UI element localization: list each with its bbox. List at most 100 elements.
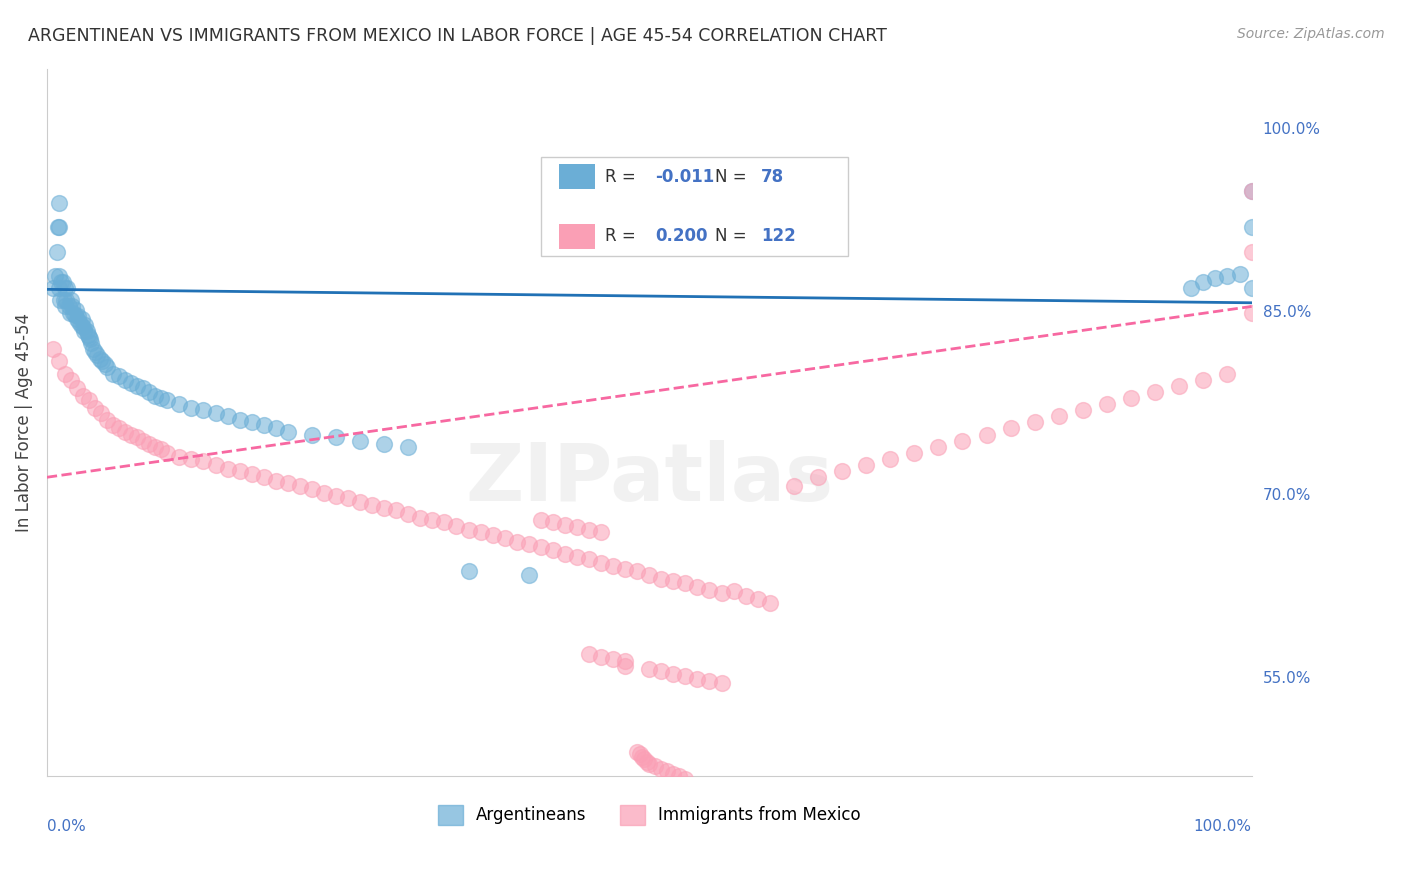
- Point: [758, 596, 780, 610]
- Legend: Argentineans, Immigrants from Mexico: Argentineans, Immigrants from Mexico: [432, 797, 868, 831]
- Text: 122: 122: [761, 227, 796, 245]
- Point: [288, 479, 311, 493]
- Point: [169, 450, 191, 464]
- Point: [193, 403, 215, 417]
- Point: [42, 342, 65, 356]
- Point: [662, 666, 685, 681]
- FancyBboxPatch shape: [541, 157, 848, 256]
- Point: [396, 507, 419, 521]
- Point: [53, 281, 76, 295]
- Point: [67, 309, 90, 323]
- Point: [1168, 378, 1191, 392]
- Point: [422, 513, 444, 527]
- Point: [638, 567, 661, 582]
- Point: [91, 354, 114, 368]
- Point: [48, 195, 70, 210]
- Point: [96, 413, 118, 427]
- Point: [204, 406, 226, 420]
- Point: [217, 461, 239, 475]
- Point: [952, 434, 974, 448]
- Point: [927, 440, 949, 454]
- Point: [554, 547, 576, 561]
- Point: [264, 474, 287, 488]
- Point: [673, 576, 696, 591]
- Point: [1180, 281, 1202, 295]
- Point: [82, 342, 104, 356]
- Point: [723, 583, 745, 598]
- Point: [385, 503, 408, 517]
- Point: [626, 564, 648, 578]
- Point: [554, 517, 576, 532]
- Point: [66, 311, 89, 326]
- Point: [589, 525, 612, 540]
- Point: [42, 281, 65, 295]
- Text: ZIPatlas: ZIPatlas: [465, 440, 834, 518]
- Point: [156, 446, 179, 460]
- Text: 70.0%: 70.0%: [1263, 488, 1310, 503]
- Point: [1000, 421, 1022, 435]
- Point: [89, 351, 111, 366]
- Point: [325, 430, 347, 444]
- Point: [589, 556, 612, 570]
- Point: [228, 464, 250, 478]
- Point: [48, 281, 70, 295]
- Point: [668, 769, 690, 783]
- Text: 85.0%: 85.0%: [1263, 305, 1310, 320]
- Point: [127, 378, 149, 392]
- Point: [253, 470, 276, 484]
- Point: [48, 354, 70, 368]
- Point: [77, 393, 100, 408]
- Point: [457, 523, 479, 537]
- Point: [84, 344, 107, 359]
- Point: [120, 376, 142, 391]
- Point: [52, 293, 75, 308]
- Point: [614, 655, 637, 669]
- Point: [79, 332, 101, 346]
- Point: [264, 421, 287, 435]
- Point: [240, 467, 263, 481]
- Point: [108, 369, 131, 384]
- Point: [903, 446, 925, 460]
- Point: [1192, 373, 1215, 387]
- Point: [73, 324, 96, 338]
- Point: [506, 535, 529, 549]
- Point: [565, 549, 588, 564]
- Point: [530, 513, 553, 527]
- Point: [517, 537, 540, 551]
- Point: [1024, 415, 1046, 429]
- Text: N =: N =: [716, 227, 752, 245]
- Text: ARGENTINEAN VS IMMIGRANTS FROM MEXICO IN LABOR FORCE | AGE 45-54 CORRELATION CHA: ARGENTINEAN VS IMMIGRANTS FROM MEXICO IN…: [28, 27, 887, 45]
- Point: [228, 413, 250, 427]
- Point: [446, 519, 468, 533]
- Point: [1144, 384, 1167, 399]
- Point: [301, 427, 323, 442]
- Point: [614, 562, 637, 576]
- Point: [494, 531, 516, 545]
- Point: [169, 397, 191, 411]
- Point: [433, 516, 456, 530]
- Point: [1240, 184, 1263, 198]
- Point: [747, 592, 769, 607]
- Point: [46, 220, 69, 235]
- Point: [831, 464, 853, 478]
- Point: [60, 300, 83, 314]
- Point: [373, 500, 395, 515]
- Text: 0.0%: 0.0%: [46, 819, 86, 834]
- Point: [56, 281, 79, 295]
- Point: [650, 572, 672, 586]
- Point: [1119, 391, 1142, 405]
- Point: [1240, 281, 1263, 295]
- Text: 0.200: 0.200: [655, 227, 707, 245]
- Point: [59, 293, 82, 308]
- Point: [517, 567, 540, 582]
- Point: [277, 476, 299, 491]
- Point: [626, 745, 648, 759]
- Point: [530, 540, 553, 554]
- Point: [59, 305, 82, 319]
- Point: [409, 510, 432, 524]
- Point: [650, 665, 672, 679]
- Point: [349, 434, 371, 448]
- Point: [143, 440, 166, 454]
- Point: [673, 772, 696, 786]
- Point: [70, 311, 93, 326]
